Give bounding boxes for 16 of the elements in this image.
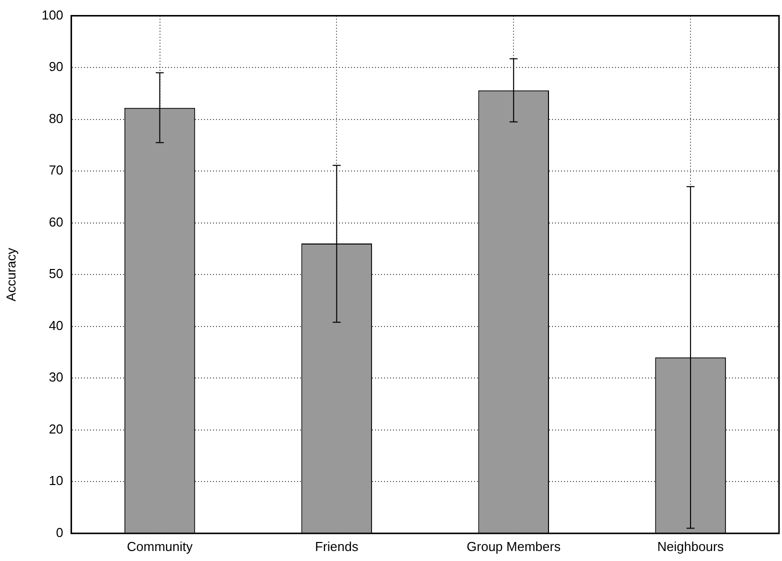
- x-tick-label: Community: [126, 538, 194, 554]
- x-tick-label: Group Members: [466, 538, 562, 554]
- y-tick-label: 50: [48, 266, 64, 282]
- y-tick-label: 40: [48, 318, 64, 333]
- y-tick-label: 100: [42, 7, 64, 22]
- y-tick-label: 10: [48, 473, 64, 488]
- y-tick-label: 90: [48, 59, 64, 74]
- x-tick-label: Neighbours: [657, 538, 724, 554]
- x-tick-label: Friends: [315, 538, 359, 554]
- y-tick-label: 80: [48, 110, 64, 126]
- y-tick-label: 30: [48, 370, 64, 385]
- y-tick-label: 60: [48, 214, 64, 230]
- y-axis-title: Accuracy: [3, 247, 18, 302]
- y-tick-label: 20: [48, 421, 64, 436]
- y-tick-label: 0: [56, 524, 64, 540]
- y-tick-label: 70: [48, 162, 64, 178]
